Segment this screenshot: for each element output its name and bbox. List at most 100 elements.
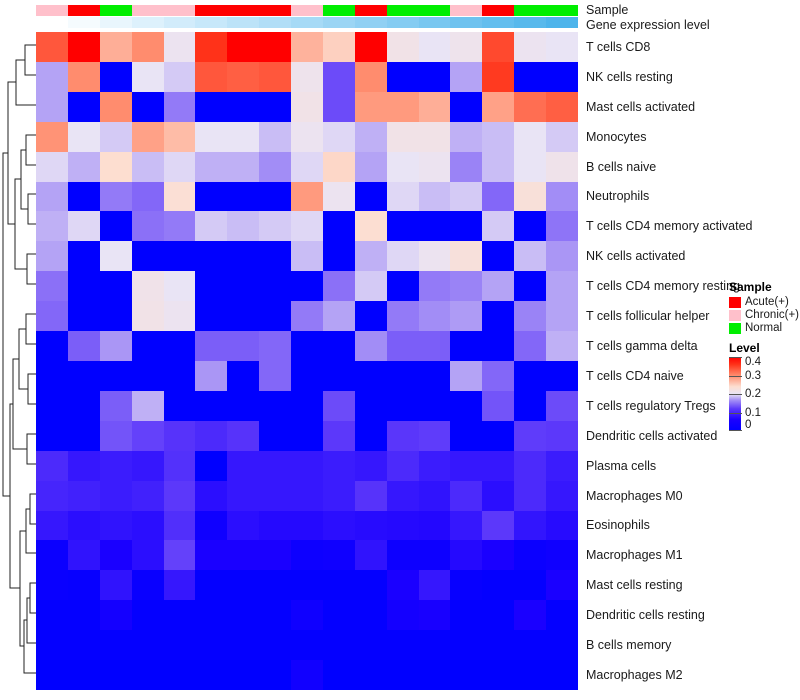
heatmap-cell: [482, 390, 515, 421]
heatmap-cell: [36, 181, 68, 212]
heatmap-cell: [131, 510, 164, 541]
heatmap-cell: [354, 420, 387, 451]
heatmap-cell: [386, 420, 419, 451]
heatmap-cell: [99, 480, 132, 511]
heatmap-cell: [386, 301, 419, 332]
heatmap-cell: [450, 91, 483, 122]
sample-annotation-cell: [67, 5, 100, 16]
row-label: Neutrophils: [586, 189, 650, 204]
gene-expression-annotation-label: Gene expression level: [586, 18, 710, 32]
heatmap-cell: [418, 331, 451, 361]
heatmap-cell: [322, 271, 355, 302]
heatmap-cell: [418, 241, 451, 272]
heatmap-cell: [546, 390, 578, 421]
heatmap-cell: [322, 121, 355, 152]
heatmap-cell: [195, 121, 228, 152]
heatmap-cell: [546, 301, 578, 332]
heatmap-cell: [546, 121, 578, 152]
heatmap-cell: [163, 450, 196, 481]
row-label: T cells CD4 naive: [586, 368, 684, 383]
sample-annotation-cell: [259, 5, 291, 16]
heatmap-cell: [36, 570, 68, 601]
heatmap-cell: [322, 331, 355, 361]
heatmap-cell: [195, 360, 228, 391]
heatmap-cell: [99, 660, 132, 690]
heatmap-cell: [546, 91, 578, 122]
heatmap-cell: [546, 540, 578, 571]
heatmap-cell: [514, 271, 546, 302]
row-label: T cells follicular helper: [586, 309, 710, 324]
gene-expression-annotation-bar: [36, 17, 578, 28]
sample-annotation-cell: [227, 5, 260, 16]
heatmap-cell: [36, 390, 68, 421]
heatmap-cell: [482, 91, 515, 122]
row-label: Dendritic cells activated: [586, 428, 718, 443]
heatmap-cell: [514, 211, 546, 242]
heatmap-row: [36, 121, 578, 152]
heatmap-cell: [418, 360, 451, 391]
heatmap-cell: [354, 61, 387, 92]
heatmap-cell: [195, 61, 228, 92]
heatmap-cell: [322, 450, 355, 481]
heatmap-cell: [227, 271, 260, 302]
gene-expression-annotation-cell: [450, 17, 483, 28]
heatmap-cell: [386, 151, 419, 182]
heatmap-cell: [546, 420, 578, 451]
heatmap-cell: [354, 241, 387, 272]
row-label: Macrophages M1: [586, 548, 683, 563]
heatmap-cell: [546, 600, 578, 631]
heatmap-cell: [67, 121, 100, 152]
heatmap-cell: [195, 660, 228, 690]
gene-expression-annotation-cell: [67, 17, 100, 28]
heatmap-cell: [354, 91, 387, 122]
heatmap-cell: [482, 510, 515, 541]
heatmap-cell: [450, 540, 483, 571]
heatmap-cell: [322, 91, 355, 122]
heatmap-cell: [354, 121, 387, 152]
gene-expression-annotation-cell: [227, 17, 260, 28]
heatmap-cell: [195, 91, 228, 122]
row-dendrogram: [2, 44, 36, 674]
heatmap-cell: [418, 510, 451, 541]
heatmap-cell: [418, 390, 451, 421]
heatmap-cell: [482, 660, 515, 690]
heatmap-cell: [291, 151, 323, 182]
heatmap-cell: [482, 420, 515, 451]
legend-label: Normal: [745, 321, 783, 334]
heatmap-cell: [227, 121, 260, 152]
level-tick-mark: [729, 394, 742, 396]
heatmap-cell: [36, 151, 68, 182]
heatmap-cell: [418, 480, 451, 511]
heatmap-cell: [259, 510, 291, 541]
heatmap-cell: [163, 360, 196, 391]
sample-annotation-cell: [450, 5, 483, 16]
heatmap-row: [36, 331, 578, 361]
heatmap-cell: [67, 630, 100, 661]
heatmap-cell: [67, 570, 100, 601]
row-label: Mast cells activated: [586, 99, 696, 114]
heatmap-cell: [482, 61, 515, 92]
heatmap-cell: [99, 61, 132, 92]
heatmap-cell: [99, 570, 132, 601]
heatmap-cell: [259, 271, 291, 302]
gene-expression-annotation-cell: [259, 17, 291, 28]
sample-legend-item: Chronic(+): [729, 309, 800, 322]
heatmap-cell: [67, 331, 100, 361]
heatmap-cell: [163, 420, 196, 451]
heatmap-row: [36, 181, 578, 212]
heatmap-cell: [259, 390, 291, 421]
heatmap-cell: [227, 331, 260, 361]
heatmap-cell: [546, 480, 578, 511]
heatmap-cell: [291, 660, 323, 690]
heatmap-cell: [514, 360, 546, 391]
heatmap-cell: [322, 241, 355, 272]
heatmap-cell: [418, 301, 451, 332]
heatmap-cell: [450, 151, 483, 182]
heatmap-cell: [450, 510, 483, 541]
heatmap-cell: [99, 360, 132, 391]
heatmap-cell: [259, 151, 291, 182]
heatmap-cell: [450, 660, 483, 690]
level-tick-mark: [729, 375, 742, 377]
heatmap-cell: [291, 241, 323, 272]
heatmap-row: [36, 211, 578, 242]
